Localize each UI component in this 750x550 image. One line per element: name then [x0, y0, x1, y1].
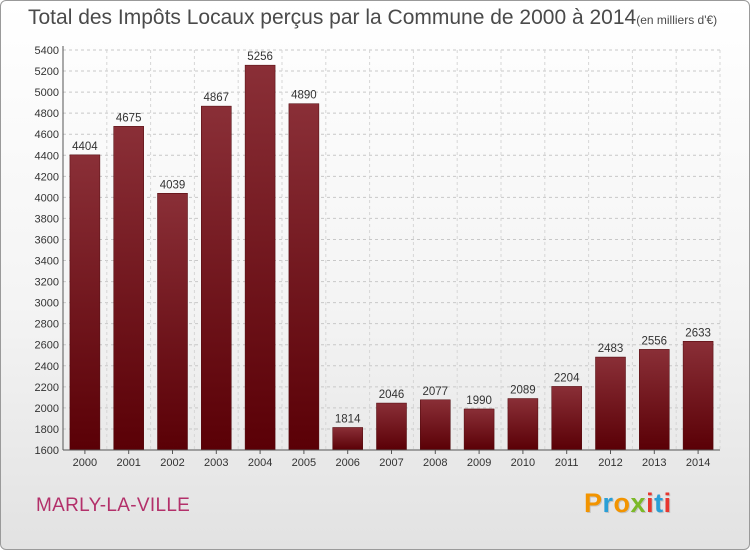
y-tick-label: 5000 [35, 87, 59, 99]
y-tick-label: 4200 [35, 171, 59, 183]
bar-value-label: 4867 [204, 92, 230, 104]
x-tick-label: 2003 [204, 457, 228, 469]
y-tick-label: 3600 [35, 234, 59, 246]
y-tick-label: 2800 [35, 319, 59, 331]
y-tick-label: 4000 [35, 192, 59, 204]
y-axis-ticks: 1600 1800 2000 2200 2400 2600 2800 3000 3200 3400… [35, 45, 59, 457]
bar-value-label: 2077 [423, 386, 449, 398]
bar-2008 [420, 399, 451, 451]
bar-value-label: 2089 [510, 385, 536, 397]
x-tick-label: 2008 [423, 457, 447, 469]
bar-value-label: 2046 [379, 389, 405, 401]
y-tick-label: 2400 [35, 361, 59, 373]
x-tick-label: 2000 [73, 457, 97, 469]
y-tick-label: 2600 [35, 340, 59, 352]
bar-value-label: 4675 [116, 112, 142, 124]
x-tick-label: 2005 [292, 457, 316, 469]
bar-2013 [639, 349, 670, 451]
y-tick-label: 2000 [35, 403, 59, 415]
bar-2009 [463, 408, 495, 451]
logo-letter: i [646, 488, 655, 518]
bars: 4404 4675 4039 4867 5256 4890 1814 2046 2077 1990… [69, 51, 714, 451]
x-tick-label: 2014 [686, 457, 710, 469]
x-tick-label: 2006 [335, 457, 359, 469]
chart-title-unit: (en milliers d'€) [636, 13, 718, 27]
y-tick-label: 3000 [35, 298, 59, 310]
y-tick-label: 4800 [35, 108, 59, 120]
y-tick-label: 5200 [35, 66, 59, 78]
y-tick-label: 3800 [35, 213, 59, 225]
x-tick-label: 2010 [511, 457, 535, 469]
logo-letter: r [602, 488, 614, 518]
bar-2011 [551, 386, 582, 451]
y-tick-label: 5400 [35, 45, 59, 57]
x-axis-ticks: 2000 2001 2002 2003 2004 2005 2006 2007 2008 2009… [73, 450, 710, 469]
bar-2007 [376, 402, 407, 451]
x-tick-label: 2004 [248, 457, 272, 469]
bar-2003 [201, 105, 232, 451]
bar-2002 [157, 193, 188, 451]
bar-2001 [113, 126, 144, 451]
chart-title: Total des Impôts Locaux perçus par la Co… [28, 6, 717, 30]
y-tick-label: 4400 [35, 150, 59, 162]
bar-value-label: 2204 [554, 372, 580, 384]
bar-value-label: 1814 [335, 413, 361, 425]
bar-2005 [288, 103, 320, 451]
commune-name: MARLY-LA-VILLE [36, 495, 191, 516]
bar-value-label: 2483 [598, 343, 624, 355]
bar-2010 [507, 398, 539, 451]
y-tick-label: 1800 [35, 424, 59, 436]
axes [62, 46, 720, 451]
logo-letter: x [630, 488, 647, 518]
x-tick-label: 2002 [160, 457, 184, 469]
bar-value-label: 1990 [466, 395, 492, 407]
x-tick-label: 2001 [116, 457, 140, 469]
bar-2000 [69, 154, 101, 451]
x-tick-label: 2009 [467, 457, 491, 469]
y-tick-label: 2200 [35, 382, 59, 394]
x-tick-label: 2012 [598, 457, 622, 469]
bar-2006 [332, 427, 363, 451]
bar-value-label: 5256 [247, 51, 273, 63]
logo-letter: t [654, 488, 664, 518]
logo-letter: i [663, 488, 672, 518]
logo-letter: P [584, 488, 603, 518]
y-tick-label: 4600 [35, 129, 59, 141]
bar-2004 [244, 64, 276, 451]
y-tick-label: 3400 [35, 256, 59, 268]
bar-value-label: 4404 [72, 141, 98, 153]
bar-2012 [595, 356, 626, 451]
bar-value-label: 4039 [160, 179, 186, 191]
bar-2014 [682, 341, 714, 451]
proxiti-logo: Proxiti [584, 488, 672, 519]
y-tick-label: 1600 [35, 445, 59, 457]
chart-title-text: Total des Impôts Locaux perçus par la Co… [28, 6, 637, 29]
x-tick-label: 2011 [555, 457, 579, 469]
bar-value-label: 2556 [642, 335, 668, 347]
x-tick-label: 2007 [379, 457, 403, 469]
bar-value-label: 4890 [291, 90, 317, 102]
logo-letter: o [613, 488, 631, 518]
x-tick-label: 2013 [642, 457, 666, 469]
y-tick-label: 3200 [35, 277, 59, 289]
bar-value-label: 2633 [685, 327, 711, 339]
